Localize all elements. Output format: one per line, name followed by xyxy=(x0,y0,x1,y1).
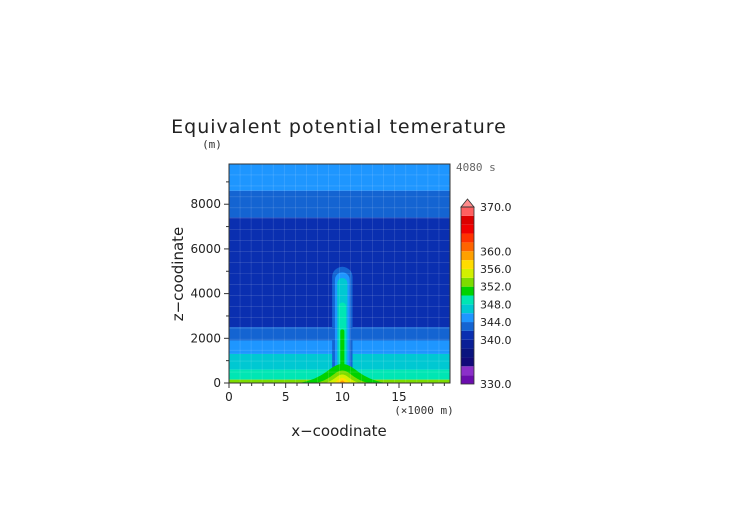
theta-layer-0 xyxy=(229,164,450,191)
colorbar-label-2: 356.0 xyxy=(480,263,512,276)
colorbar-swatch-19 xyxy=(461,207,474,216)
x-tick-label-3: 15 xyxy=(391,390,406,404)
x-unit-label: (×1000 m) xyxy=(394,404,454,417)
x-tick-label-1: 5 xyxy=(282,390,290,404)
colorbar-label-1: 360.0 xyxy=(480,245,512,258)
colorbar-label-7: 330.0 xyxy=(480,378,512,391)
x-tick-label-2: 10 xyxy=(335,390,350,404)
colorbar-label-5: 344.0 xyxy=(480,316,512,329)
colorbar-swatch-17 xyxy=(461,224,474,234)
chart-title: Equivalent potential temerature xyxy=(171,116,507,138)
y-tick-label-3: 6000 xyxy=(190,242,221,256)
x-axis-label: x−coodinate xyxy=(291,422,387,440)
colorbar-swatch-7 xyxy=(461,313,474,323)
y-tick-label-0: 0 xyxy=(213,376,221,390)
colorbar-swatch-16 xyxy=(461,233,474,243)
x-tick-label-0: 0 xyxy=(225,390,233,404)
y-tick-label-1: 2000 xyxy=(190,331,221,345)
plot-frame xyxy=(228,163,451,384)
z-unit-label: (m) xyxy=(202,138,222,151)
theta-layer-1 xyxy=(229,190,450,218)
y-tick-label-2: 4000 xyxy=(190,287,221,301)
colorbar: 370.0 360.0 356.0 352.0 348.0 344.0 340.0 330.0 xyxy=(460,198,512,391)
colorbar-swatch-0 xyxy=(461,375,474,384)
colorbar-swatch-11 xyxy=(461,277,474,287)
y-tick-label-4: 8000 xyxy=(190,197,221,211)
colorbar-swatch-5 xyxy=(461,330,474,340)
y-axis: 0 2000 4000 6000 8000 xyxy=(190,181,229,390)
colorbar-swatch-8 xyxy=(461,304,474,314)
surface-contour-4 xyxy=(338,380,347,383)
colorbar-swatch-1 xyxy=(461,366,474,376)
colorbar-swatch-3 xyxy=(461,348,474,358)
colorbar-label-4: 348.0 xyxy=(480,298,512,311)
colorbar-frame xyxy=(460,206,475,385)
colorbar-swatch-9 xyxy=(461,295,474,305)
time-label: 4080 s xyxy=(456,161,496,174)
colorbar-swatch-14 xyxy=(461,251,474,261)
colorbar-extend-arrow xyxy=(460,198,475,208)
colorbar-swatch-15 xyxy=(461,242,474,252)
colorbar-label-3: 352.0 xyxy=(480,281,512,294)
colorbar-swatch-18 xyxy=(461,215,474,225)
x-axis: 0 5 10 15 xyxy=(225,383,445,404)
colorbar-swatch-6 xyxy=(461,322,474,331)
y-axis-label: z−coodinate xyxy=(169,227,187,322)
colorbar-label-6: 340.0 xyxy=(480,334,512,347)
colorbar-swatch-13 xyxy=(461,260,474,269)
colorbar-swatch-10 xyxy=(461,286,474,296)
colorbar-swatch-4 xyxy=(461,339,474,349)
surface-contour-3 xyxy=(332,377,353,383)
colorbar-swatch-12 xyxy=(461,268,474,278)
colorbar-swatch-2 xyxy=(461,357,474,367)
colorbar-label-0: 370.0 xyxy=(480,201,512,214)
heatmap-plot-area xyxy=(229,164,450,383)
